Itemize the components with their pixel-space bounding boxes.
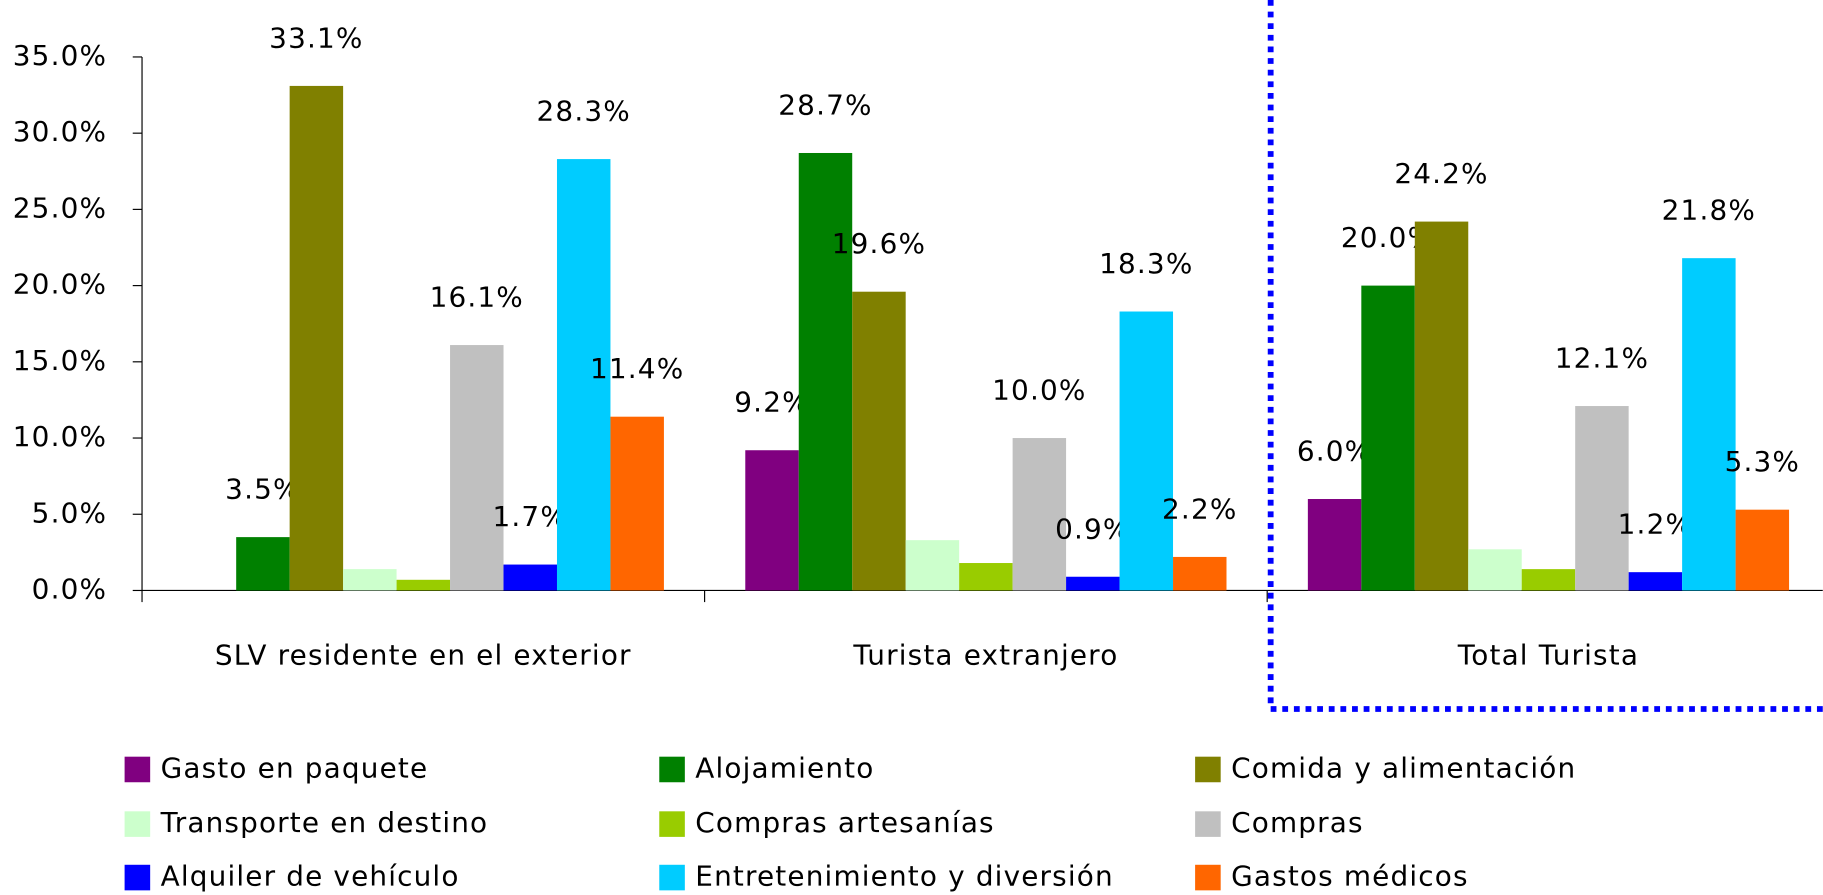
- bar: [1682, 258, 1736, 591]
- bar: [396, 579, 451, 591]
- data-label: 19.6%: [832, 227, 926, 260]
- legend-label: Alquiler de vehículo: [161, 860, 460, 893]
- y-tick-label: 5.0%: [32, 496, 107, 529]
- bar: [798, 152, 853, 591]
- x-tick-label: Turista extranjero: [852, 639, 1118, 672]
- y-tick-label: 30.0%: [13, 115, 107, 148]
- legend-swatch: [124, 811, 151, 837]
- bar: [503, 564, 557, 591]
- bar: [1066, 576, 1120, 591]
- x-tick-label: Total Turista: [1457, 639, 1639, 672]
- legend-label: Compras artesanías: [695, 806, 994, 839]
- y-tick-label: 25.0%: [13, 191, 107, 224]
- data-label: 28.3%: [537, 95, 631, 128]
- data-label: 0.9%: [1055, 512, 1130, 545]
- bar: [905, 540, 960, 591]
- data-label: 21.8%: [1662, 194, 1756, 227]
- bar: [1414, 221, 1469, 591]
- data-label: 18.3%: [1099, 247, 1193, 280]
- y-tick-label: 15.0%: [13, 344, 107, 377]
- data-label: 16.1%: [430, 281, 524, 314]
- bar: [289, 85, 344, 591]
- highlight-box: [1267, 0, 1823, 712]
- data-label: 9.2%: [734, 386, 809, 419]
- legend-swatch: [124, 864, 151, 891]
- bar: [1575, 406, 1629, 591]
- data-label: 1.2%: [1618, 508, 1693, 541]
- data-label: 5.3%: [1725, 445, 1800, 478]
- data-label: 2.2%: [1162, 492, 1237, 525]
- bar: [1173, 556, 1227, 591]
- legend-label: Transporte en destino: [160, 806, 489, 839]
- bar: [236, 537, 290, 591]
- data-label: 24.2%: [1394, 157, 1488, 190]
- data-label: 6.0%: [1297, 435, 1372, 468]
- bar: [450, 345, 504, 591]
- legend-swatch: [124, 756, 151, 783]
- legend-label: Compras: [1231, 806, 1364, 839]
- bar: [745, 450, 799, 591]
- data-label: 28.7%: [778, 88, 872, 121]
- legend-label: Entretenimiento y diversión: [695, 860, 1114, 893]
- legend-swatch: [659, 756, 685, 783]
- bar: [1521, 569, 1576, 591]
- data-label: 1.7%: [493, 500, 568, 533]
- bar: [1468, 549, 1522, 591]
- legend-label: Alojamiento: [695, 751, 874, 784]
- bar: [1307, 499, 1362, 591]
- legend-swatch: [1195, 756, 1221, 783]
- bar: [556, 159, 611, 591]
- bar: [1361, 285, 1415, 591]
- legend-swatch: [1195, 811, 1221, 837]
- legend-swatch: [659, 811, 685, 837]
- bar: [852, 291, 906, 591]
- bar: [1628, 572, 1683, 591]
- x-tick-label: SLV residente en el exterior: [215, 639, 632, 672]
- bar: [610, 416, 664, 591]
- y-tick-label: 20.0%: [13, 268, 107, 301]
- legend-label: Gasto en paquete: [161, 751, 429, 784]
- bar: [1012, 438, 1067, 591]
- bar: [1119, 311, 1174, 591]
- data-label: 10.0%: [992, 374, 1086, 407]
- y-tick-label: 10.0%: [13, 420, 107, 453]
- y-tick-label: 0.0%: [32, 572, 107, 605]
- bar: [959, 563, 1013, 591]
- data-label: 11.4%: [590, 352, 684, 385]
- legend-label: Comida y alimentación: [1231, 751, 1576, 784]
- legend-swatch: [1195, 864, 1221, 891]
- bar: [343, 569, 397, 591]
- y-tick-label: 35.0%: [13, 39, 107, 72]
- data-label: 33.1%: [269, 21, 363, 54]
- legend-label: Gastos médicos: [1231, 860, 1469, 893]
- legend-swatch: [659, 864, 685, 891]
- bar: [1735, 509, 1790, 591]
- data-label: 3.5%: [225, 473, 300, 506]
- data-label: 12.1%: [1555, 342, 1649, 375]
